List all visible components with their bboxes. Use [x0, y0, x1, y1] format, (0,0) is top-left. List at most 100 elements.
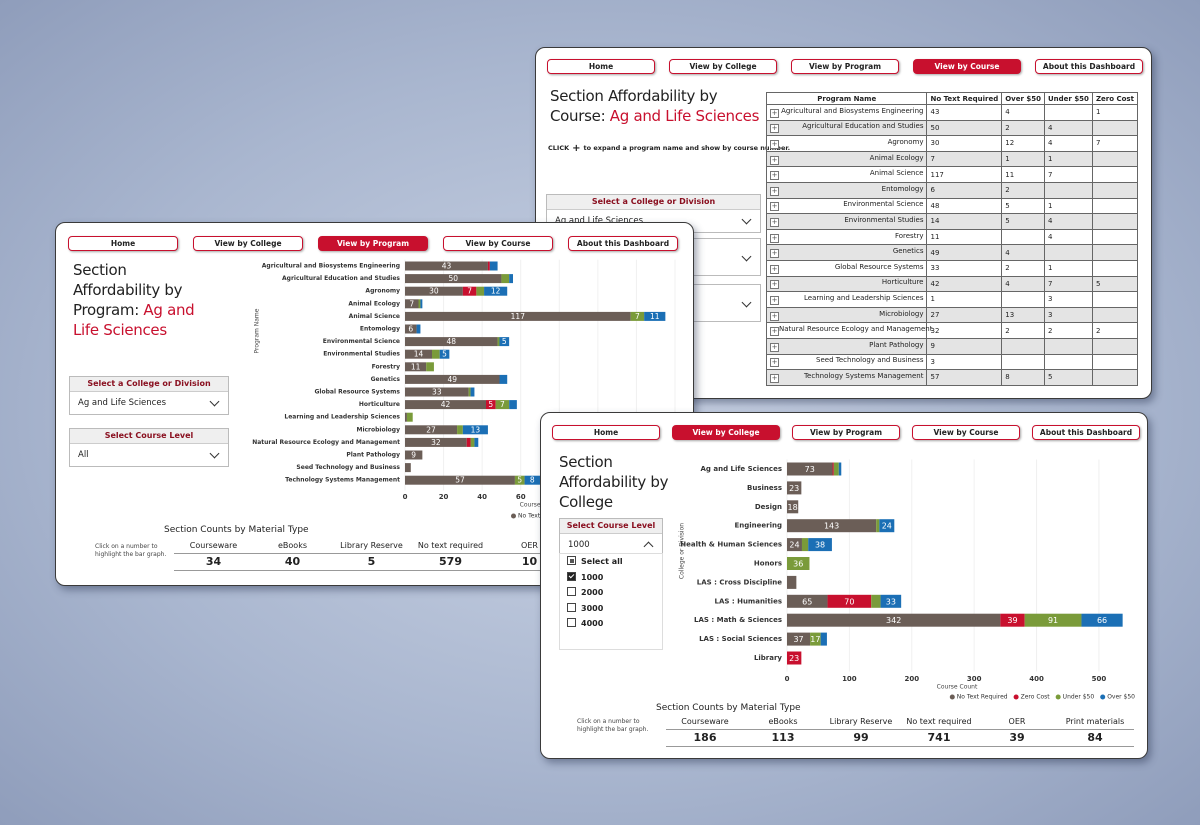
bar-segment[interactable]: [476, 286, 485, 296]
bar-segment[interactable]: [524, 475, 540, 485]
expand-button[interactable]: +: [770, 280, 779, 290]
bar-segment[interactable]: [405, 374, 500, 384]
bar-segment[interactable]: [462, 425, 488, 435]
bar-segment[interactable]: [787, 538, 802, 552]
checkbox[interactable]: [567, 602, 576, 612]
nav-button[interactable]: View by Program: [318, 236, 428, 251]
bar-segment[interactable]: [418, 299, 421, 309]
nav-button[interactable]: View by Program: [792, 425, 900, 440]
bar-segment[interactable]: [501, 274, 510, 284]
nav-button[interactable]: About this Dashboard: [568, 236, 678, 251]
bar-segment[interactable]: [820, 632, 827, 646]
expand-button[interactable]: +: [770, 139, 779, 149]
bar-segment[interactable]: [405, 274, 502, 284]
nav-button[interactable]: View by Course: [443, 236, 553, 251]
bar-segment[interactable]: [426, 362, 434, 372]
summary-value[interactable]: 741: [900, 730, 978, 747]
bar-segment[interactable]: [405, 261, 488, 271]
bar-segment[interactable]: [787, 613, 1001, 627]
bar-segment[interactable]: [787, 575, 797, 589]
dropdown[interactable]: Select a College or Division Ag and Life …: [69, 376, 229, 415]
bar-segment[interactable]: [470, 387, 475, 397]
bar-segment[interactable]: [405, 475, 515, 485]
expand-button[interactable]: +: [770, 264, 779, 274]
expand-button[interactable]: +: [770, 108, 779, 118]
nav-button[interactable]: About this Dashboard: [1032, 425, 1140, 440]
bar-segment[interactable]: [879, 519, 895, 533]
bar-segment[interactable]: [787, 500, 799, 514]
bar-segment[interactable]: [1081, 613, 1123, 627]
bar-segment[interactable]: [466, 437, 471, 447]
bar-segment[interactable]: [514, 475, 525, 485]
nav-button[interactable]: Home: [68, 236, 178, 251]
bar-segment[interactable]: [406, 412, 413, 422]
summary-value[interactable]: 186: [666, 730, 744, 747]
summary-value[interactable]: 5: [332, 554, 411, 571]
checkbox[interactable]: [567, 571, 576, 581]
bar-segment[interactable]: [880, 594, 902, 608]
expand-button[interactable]: +: [770, 311, 779, 321]
bar-segment[interactable]: [405, 337, 498, 347]
bar-segment[interactable]: [405, 412, 407, 422]
bar-segment[interactable]: [439, 349, 450, 359]
option[interactable]: 1000: [567, 571, 603, 584]
nav-button[interactable]: Home: [547, 59, 655, 74]
checkbox[interactable]: [567, 587, 576, 596]
bar-segment[interactable]: [432, 349, 440, 359]
option[interactable]: Select all: [567, 556, 623, 568]
bar-segment[interactable]: [405, 311, 631, 321]
bar-segment[interactable]: [871, 594, 881, 608]
bar-segment[interactable]: [470, 437, 475, 447]
summary-value[interactable]: 39: [978, 730, 1056, 747]
option[interactable]: 4000: [567, 618, 603, 630]
option[interactable]: 3000: [567, 602, 603, 615]
expand-button[interactable]: +: [770, 124, 779, 134]
bar-segment[interactable]: [474, 437, 479, 447]
expand-button[interactable]: +: [770, 171, 779, 181]
summary-value[interactable]: 34: [174, 554, 253, 571]
bar-segment[interactable]: [509, 400, 517, 410]
summary-value[interactable]: 99: [822, 730, 900, 747]
nav-button[interactable]: View by College: [672, 425, 780, 440]
bar-segment[interactable]: [833, 462, 839, 476]
nav-button[interactable]: View by Course: [912, 425, 1020, 440]
bar-segment[interactable]: [497, 337, 500, 347]
bar-segment[interactable]: [787, 481, 802, 495]
bar-segment[interactable]: [405, 450, 423, 460]
nav-button[interactable]: View by Course: [913, 59, 1021, 74]
summary-value[interactable]: 113: [744, 730, 822, 747]
bar-segment[interactable]: [1024, 613, 1082, 627]
bar-segment[interactable]: [810, 632, 821, 646]
bar-segment[interactable]: [495, 400, 510, 410]
bar-segment[interactable]: [405, 362, 427, 372]
bar-segment[interactable]: [1000, 613, 1025, 627]
bar-segment[interactable]: [644, 311, 666, 321]
nav-button[interactable]: Home: [552, 425, 660, 440]
expand-button[interactable]: +: [770, 295, 779, 305]
bar-segment[interactable]: [416, 324, 421, 334]
nav-button[interactable]: View by Program: [791, 59, 899, 74]
bar-segment[interactable]: [787, 651, 802, 665]
bar-segment[interactable]: [457, 425, 463, 435]
dropdown[interactable]: Select Course Level 1000: [559, 518, 663, 557]
bar-segment[interactable]: [484, 286, 508, 296]
bar-segment[interactable]: [827, 594, 872, 608]
bar-segment[interactable]: [630, 311, 645, 321]
bar-segment[interactable]: [405, 324, 417, 334]
bar-segment[interactable]: [787, 594, 828, 608]
bar-segment[interactable]: [787, 462, 833, 476]
bar-segment[interactable]: [499, 337, 510, 347]
expand-button[interactable]: +: [770, 217, 779, 227]
bar-segment[interactable]: [801, 538, 809, 552]
expand-button[interactable]: +: [770, 327, 779, 337]
bar-segment[interactable]: [405, 299, 419, 309]
bar-segment[interactable]: [838, 462, 842, 476]
summary-value[interactable]: 40: [253, 554, 332, 571]
nav-button[interactable]: View by College: [193, 236, 303, 251]
bar-segment[interactable]: [486, 400, 496, 410]
bar-segment[interactable]: [499, 374, 508, 384]
option[interactable]: 2000: [567, 587, 603, 599]
bar-segment[interactable]: [468, 387, 471, 397]
bar-segment[interactable]: [487, 261, 490, 271]
expand-button[interactable]: +: [770, 358, 779, 368]
